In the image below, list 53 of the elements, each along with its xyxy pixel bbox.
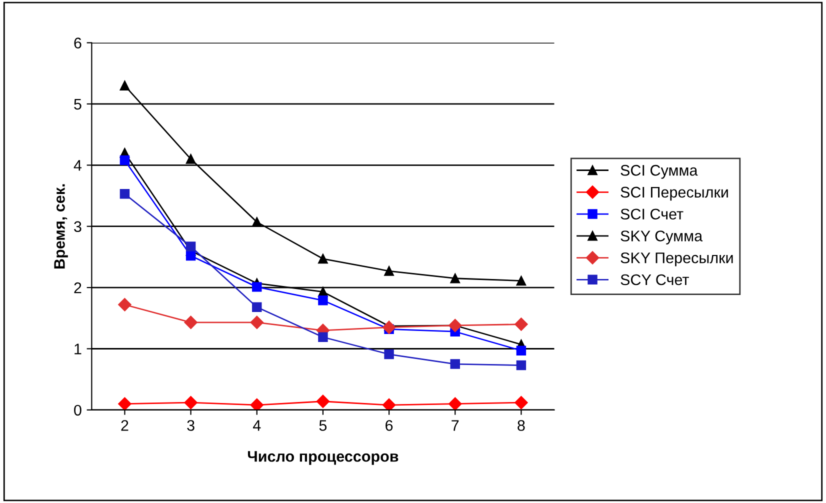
legend-label: SCY Счет (620, 274, 689, 286)
point (316, 394, 330, 408)
point (382, 398, 396, 410)
y-tick-label: 4 (74, 160, 82, 171)
point (250, 398, 264, 410)
point (120, 80, 130, 90)
point (516, 346, 526, 356)
point (184, 316, 198, 330)
point (252, 282, 262, 292)
x-tick-label: 7 (452, 420, 459, 431)
point (250, 316, 264, 330)
point (186, 154, 196, 164)
y-tick-label: 5 (74, 98, 82, 110)
point (186, 250, 196, 261)
point (118, 397, 132, 410)
point (120, 189, 130, 199)
x-tick-label: 4 (252, 420, 261, 431)
point (186, 242, 196, 252)
point (318, 296, 328, 306)
y-tick-label: 2 (74, 282, 82, 294)
point (516, 276, 526, 286)
point (318, 254, 328, 264)
point (252, 217, 262, 227)
x-tick-label: 6 (386, 420, 393, 431)
legend-label: SKY Пересылки (620, 252, 733, 266)
legend-label: SCI Счет (620, 208, 684, 220)
x-tick-label: 5 (319, 420, 327, 431)
point (516, 360, 526, 370)
point (514, 396, 528, 410)
y-axis-title: Время, сек. (54, 184, 68, 268)
point (184, 396, 198, 410)
x-tick-label: 3 (187, 420, 194, 431)
legend-label: SKY Сумма (620, 230, 703, 244)
y-tick-label: 3 (74, 221, 82, 232)
y-tick-label: 1 (74, 344, 82, 354)
point (450, 359, 460, 369)
point (252, 302, 262, 312)
x-tick-label: 8 (518, 420, 525, 431)
point (120, 155, 130, 166)
legend-label: SCI Сумма (620, 164, 698, 179)
y-tick-label: 0 (74, 404, 82, 416)
point (450, 274, 460, 284)
point (384, 266, 394, 276)
point (514, 318, 528, 331)
y-tick-label: 6 (74, 38, 82, 48)
legend-label: SCI Пересылки (620, 186, 728, 201)
point (118, 298, 132, 312)
point (448, 397, 462, 410)
x-tick-label: 2 (121, 420, 128, 431)
point (318, 332, 328, 342)
point (384, 349, 394, 360)
point (382, 320, 396, 334)
x-axis-title: Число процессоров (248, 451, 398, 465)
